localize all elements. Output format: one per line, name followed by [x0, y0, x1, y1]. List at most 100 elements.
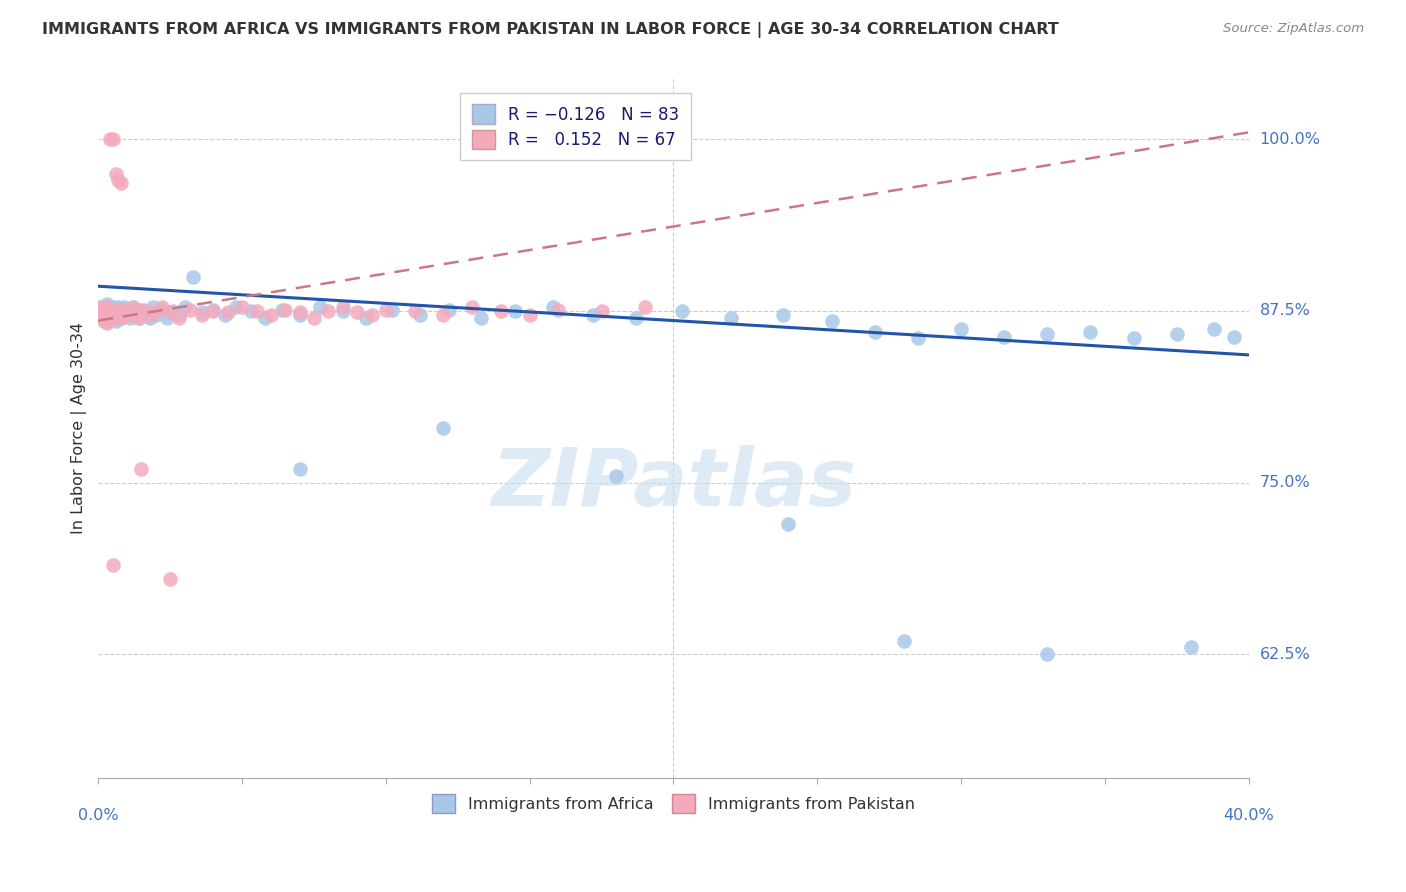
Point	[98, 305, 121, 319]
Point	[302, 310, 325, 325]
Point	[118, 308, 141, 322]
Point	[101, 302, 124, 317]
Point	[128, 310, 150, 325]
Point	[720, 310, 742, 325]
Point	[1036, 327, 1059, 342]
Point	[118, 310, 141, 325]
Text: 87.5%: 87.5%	[1260, 303, 1310, 318]
Point	[1166, 327, 1188, 342]
Point	[159, 305, 181, 319]
Text: ZIPatlas: ZIPatlas	[491, 445, 856, 523]
Point	[772, 308, 794, 322]
Point	[409, 308, 432, 322]
Point	[863, 325, 886, 339]
Point	[145, 304, 167, 318]
Point	[318, 304, 340, 318]
Point	[354, 310, 377, 325]
Point	[93, 304, 115, 318]
Text: Source: ZipAtlas.com: Source: ZipAtlas.com	[1223, 22, 1364, 36]
Point	[346, 305, 368, 319]
Point	[254, 310, 277, 325]
Point	[98, 308, 121, 322]
Legend: Immigrants from Africa, Immigrants from Pakistan: Immigrants from Africa, Immigrants from …	[426, 788, 921, 819]
Text: 62.5%: 62.5%	[1260, 647, 1310, 662]
Point	[142, 300, 165, 314]
Point	[173, 300, 195, 314]
Point	[128, 310, 150, 325]
Point	[437, 302, 460, 317]
Point	[107, 308, 129, 322]
Point	[121, 300, 143, 314]
Point	[671, 304, 693, 318]
Point	[110, 176, 132, 190]
Point	[104, 305, 127, 319]
Point	[162, 304, 184, 318]
Point	[150, 300, 173, 314]
Point	[1122, 331, 1144, 345]
Point	[145, 308, 167, 322]
Point	[104, 304, 127, 318]
Point	[131, 302, 153, 317]
Point	[308, 300, 330, 314]
Point	[115, 302, 138, 317]
Point	[93, 313, 115, 327]
Point	[1080, 325, 1102, 339]
Point	[101, 558, 124, 572]
Point	[156, 310, 179, 325]
Point	[374, 302, 396, 317]
Point	[239, 304, 262, 318]
Point	[96, 304, 118, 318]
Point	[271, 302, 294, 317]
Point	[98, 132, 121, 146]
Point	[582, 308, 605, 322]
Point	[634, 300, 657, 314]
Point	[181, 269, 204, 284]
Point	[98, 304, 121, 318]
Point	[381, 302, 404, 317]
Point	[101, 302, 124, 317]
Point	[121, 304, 143, 318]
Point	[245, 304, 267, 318]
Point	[93, 308, 115, 322]
Point	[101, 305, 124, 319]
Point	[1180, 640, 1202, 655]
Point	[107, 308, 129, 322]
Point	[167, 308, 190, 322]
Point	[179, 302, 201, 317]
Point	[110, 304, 132, 318]
Point	[332, 300, 354, 314]
Point	[101, 132, 124, 146]
Point	[107, 300, 129, 314]
Point	[90, 300, 112, 314]
Text: 75.0%: 75.0%	[1260, 475, 1310, 490]
Point	[104, 310, 127, 325]
Point	[96, 297, 118, 311]
Point	[893, 633, 915, 648]
Point	[107, 310, 129, 325]
Text: IMMIGRANTS FROM AFRICA VS IMMIGRANTS FROM PAKISTAN IN LABOR FORCE | AGE 30-34 CO: IMMIGRANTS FROM AFRICA VS IMMIGRANTS FRO…	[42, 22, 1059, 38]
Point	[96, 316, 118, 330]
Point	[93, 308, 115, 322]
Point	[159, 572, 181, 586]
Y-axis label: In Labor Force | Age 30-34: In Labor Force | Age 30-34	[72, 322, 87, 533]
Point	[260, 308, 283, 322]
Point	[107, 173, 129, 187]
Point	[993, 330, 1015, 344]
Point	[112, 305, 135, 319]
Point	[93, 310, 115, 325]
Text: 100.0%: 100.0%	[1260, 132, 1320, 147]
Point	[134, 302, 156, 317]
Point	[274, 302, 297, 317]
Point	[907, 331, 929, 345]
Point	[191, 308, 214, 322]
Point	[1204, 322, 1226, 336]
Point	[541, 300, 564, 314]
Point	[112, 300, 135, 314]
Point	[432, 308, 454, 322]
Point	[547, 302, 569, 317]
Point	[110, 305, 132, 319]
Point	[288, 462, 311, 476]
Point	[217, 305, 239, 319]
Point	[101, 308, 124, 322]
Point	[98, 308, 121, 322]
